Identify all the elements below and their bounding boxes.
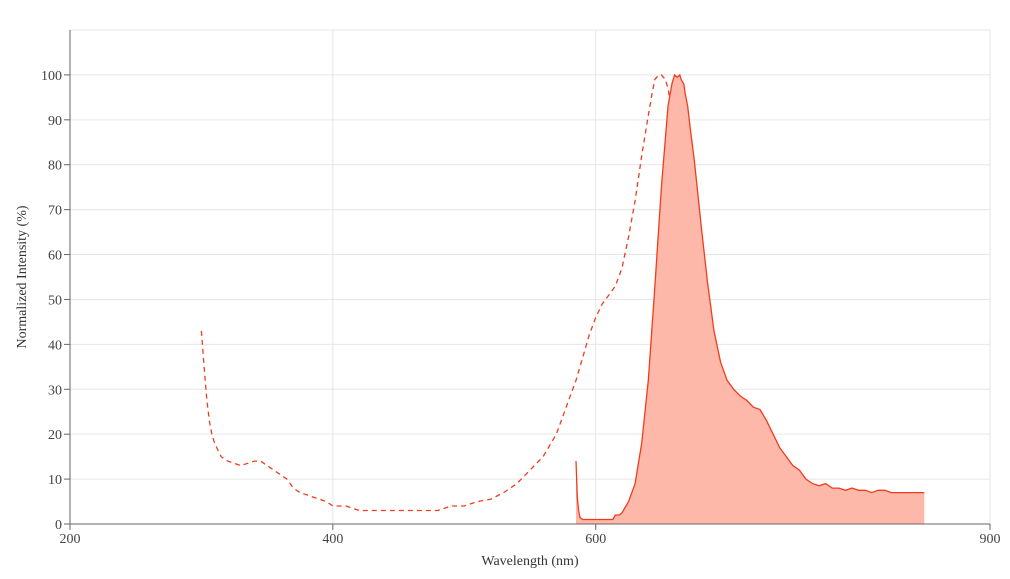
x-tick-label: 900	[980, 532, 1001, 547]
y-tick-label: 100	[41, 69, 62, 84]
series-layer	[200, 73, 925, 525]
y-tick-label: 50	[48, 293, 62, 308]
axes: 0 10 20 30 40 50 60 70 80 90 100 200 400 600 900	[41, 30, 1001, 547]
y-tick-label: 70	[48, 204, 62, 219]
x-tick-label: 600	[585, 532, 606, 547]
excitation-line	[200, 74, 754, 521]
y-tick-label: 90	[48, 114, 62, 129]
y-tick-label: 80	[48, 159, 62, 174]
x-tick-label: 200	[60, 532, 81, 547]
x-axis-title: Wavelength (nm)	[481, 554, 579, 569]
y-tick-label: 20	[48, 428, 62, 443]
emission-line	[575, 73, 925, 521]
y-axis-title: Normalized Intensity (%)	[15, 205, 30, 348]
y-tick-label: 40	[48, 338, 62, 353]
y-tick-label: 30	[48, 383, 62, 398]
y-tick-label: 10	[48, 473, 62, 488]
y-tick-label: 0	[55, 518, 62, 533]
grid-lines	[70, 29, 991, 524]
x-tick-label: 400	[322, 532, 343, 547]
y-tick-label: 60	[48, 249, 62, 264]
emission-area	[576, 74, 925, 525]
